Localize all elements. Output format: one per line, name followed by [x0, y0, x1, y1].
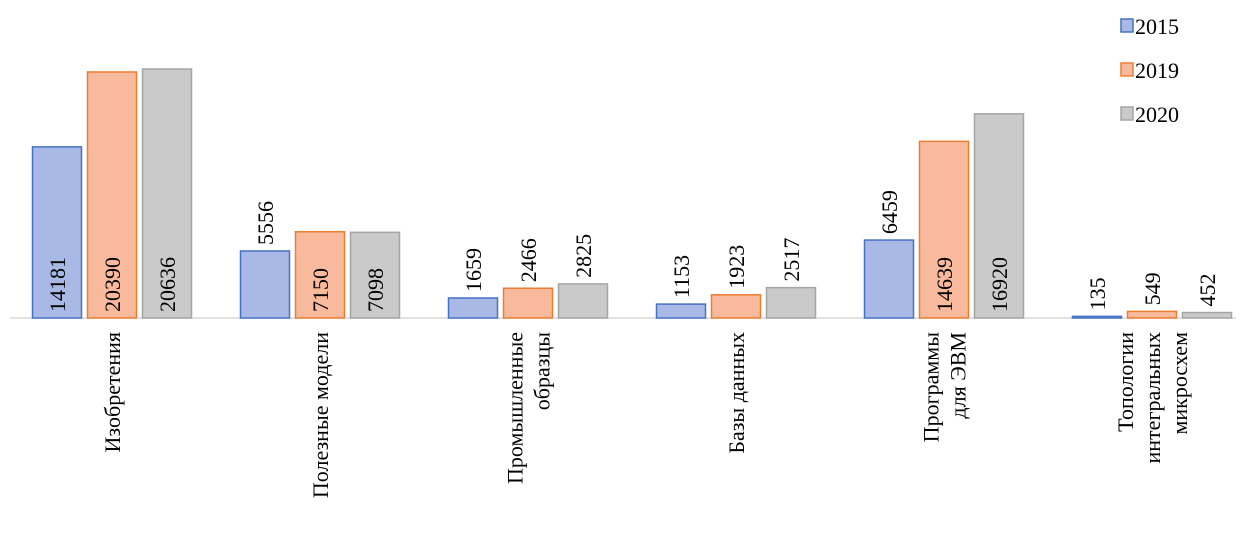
data-label: 7150: [308, 268, 333, 312]
data-label: 452: [1195, 274, 1220, 307]
bar: [655, 303, 707, 319]
data-label: 549: [1140, 272, 1165, 305]
x-tick-label: Изобретения: [100, 332, 125, 452]
legend-swatch: [1120, 62, 1134, 77]
bar: [1181, 311, 1233, 319]
data-label: 7098: [363, 268, 388, 312]
data-label: 14639: [932, 257, 957, 312]
x-tick-label: Программы: [919, 332, 944, 443]
data-label: 20390: [100, 257, 125, 312]
bar: [863, 239, 915, 319]
bar: [973, 113, 1025, 319]
x-tick-label: Полезные модели: [308, 332, 333, 498]
data-label: 5556: [253, 201, 278, 245]
data-label: 6459: [877, 190, 902, 234]
data-label: 1153: [669, 255, 694, 298]
x-tick-label: Промышленные: [503, 332, 528, 484]
x-tick-label: микросхем: [1167, 332, 1192, 435]
data-label: 2466: [516, 238, 541, 282]
data-label: 1659: [461, 248, 486, 292]
legend-swatch: [1120, 18, 1134, 33]
data-label: 2517: [779, 238, 804, 282]
bar: [447, 297, 499, 319]
data-label: 16920: [987, 257, 1012, 312]
legend-label: 2020: [1135, 102, 1179, 127]
x-tick-label: для ЭВМ: [946, 332, 971, 419]
bar: [765, 286, 817, 319]
bar: [349, 231, 401, 319]
bar: [1071, 315, 1123, 319]
bar: [294, 230, 346, 319]
data-label: 1923: [724, 245, 749, 289]
x-tick-label: Топологии: [1113, 332, 1138, 432]
data-label: 135: [1085, 277, 1110, 310]
data-label: 20636: [155, 257, 180, 312]
x-tick-label: интегральных: [1140, 332, 1165, 463]
bar: [31, 146, 83, 319]
data-label: 14181: [45, 257, 70, 312]
legend-label: 2019: [1135, 58, 1179, 83]
legend-label: 2015: [1135, 14, 1179, 39]
bar: [239, 250, 291, 319]
x-tick-label: образцы: [530, 332, 555, 410]
bar: [502, 287, 554, 319]
legend-swatch: [1120, 106, 1134, 121]
bar: [1126, 310, 1178, 319]
data-label: 2825: [571, 234, 596, 278]
bar: [710, 294, 762, 319]
bar: [86, 71, 138, 319]
bar: [557, 283, 609, 319]
bar: [918, 140, 970, 319]
x-tick-label: Базы данных: [724, 332, 749, 454]
bar: [141, 68, 193, 319]
